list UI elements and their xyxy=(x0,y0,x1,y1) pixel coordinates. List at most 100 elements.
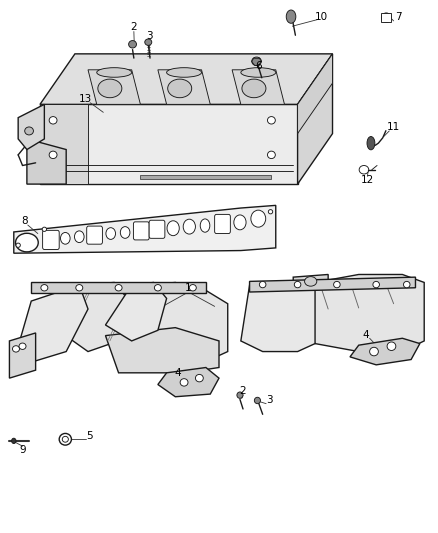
Ellipse shape xyxy=(359,165,369,174)
Polygon shape xyxy=(106,328,219,373)
Polygon shape xyxy=(158,368,219,397)
Text: 9: 9 xyxy=(19,445,26,455)
Ellipse shape xyxy=(183,219,195,234)
Ellipse shape xyxy=(59,433,71,445)
Ellipse shape xyxy=(62,437,68,442)
Polygon shape xyxy=(62,282,132,352)
Polygon shape xyxy=(40,54,332,104)
Polygon shape xyxy=(18,104,44,150)
Polygon shape xyxy=(132,282,228,360)
Ellipse shape xyxy=(367,136,375,150)
Ellipse shape xyxy=(251,210,266,227)
Polygon shape xyxy=(250,277,416,292)
Ellipse shape xyxy=(254,397,261,403)
Polygon shape xyxy=(14,205,276,253)
Text: 11: 11 xyxy=(387,122,400,132)
Text: 4: 4 xyxy=(175,368,181,378)
Ellipse shape xyxy=(115,285,122,291)
FancyBboxPatch shape xyxy=(134,222,149,240)
Ellipse shape xyxy=(145,39,152,45)
Ellipse shape xyxy=(268,117,276,124)
Polygon shape xyxy=(158,70,210,104)
Ellipse shape xyxy=(180,378,188,386)
Ellipse shape xyxy=(189,285,196,291)
Text: 6: 6 xyxy=(255,61,261,70)
Polygon shape xyxy=(293,274,328,288)
Polygon shape xyxy=(241,282,315,352)
Polygon shape xyxy=(297,54,332,134)
Polygon shape xyxy=(10,333,35,378)
Ellipse shape xyxy=(403,281,410,288)
Text: 3: 3 xyxy=(266,395,273,406)
Ellipse shape xyxy=(166,68,201,77)
Polygon shape xyxy=(88,70,141,104)
Text: 1: 1 xyxy=(185,283,192,293)
Ellipse shape xyxy=(25,127,33,135)
Ellipse shape xyxy=(41,285,48,291)
Polygon shape xyxy=(27,139,66,184)
Ellipse shape xyxy=(200,219,210,232)
Ellipse shape xyxy=(76,285,83,291)
Polygon shape xyxy=(141,175,272,179)
Polygon shape xyxy=(297,274,424,352)
Polygon shape xyxy=(106,282,166,341)
FancyBboxPatch shape xyxy=(42,230,59,249)
Ellipse shape xyxy=(15,233,38,252)
Ellipse shape xyxy=(129,41,137,48)
Ellipse shape xyxy=(98,79,122,98)
Ellipse shape xyxy=(237,392,243,398)
FancyBboxPatch shape xyxy=(87,226,102,244)
Ellipse shape xyxy=(60,232,70,244)
Ellipse shape xyxy=(97,68,132,77)
Ellipse shape xyxy=(74,231,84,243)
Ellipse shape xyxy=(195,374,203,382)
Polygon shape xyxy=(31,282,206,293)
Text: 7: 7 xyxy=(396,12,402,22)
Polygon shape xyxy=(350,338,420,365)
Ellipse shape xyxy=(106,228,116,239)
Ellipse shape xyxy=(241,68,276,77)
Text: 5: 5 xyxy=(86,431,93,441)
Polygon shape xyxy=(381,13,391,22)
Text: 2: 2 xyxy=(131,22,137,33)
Text: 3: 3 xyxy=(146,31,152,42)
Ellipse shape xyxy=(42,227,46,231)
Ellipse shape xyxy=(12,346,19,352)
Polygon shape xyxy=(40,104,297,184)
Polygon shape xyxy=(40,104,88,184)
Ellipse shape xyxy=(19,343,26,350)
FancyBboxPatch shape xyxy=(149,220,165,238)
Ellipse shape xyxy=(49,117,57,124)
Ellipse shape xyxy=(49,151,57,159)
Text: 10: 10 xyxy=(315,12,328,22)
Ellipse shape xyxy=(120,227,130,238)
Ellipse shape xyxy=(154,285,161,291)
Ellipse shape xyxy=(16,243,20,247)
Text: 4: 4 xyxy=(362,329,369,340)
Ellipse shape xyxy=(370,348,378,356)
Ellipse shape xyxy=(334,281,340,288)
Ellipse shape xyxy=(373,281,379,288)
Text: 12: 12 xyxy=(361,175,374,185)
Ellipse shape xyxy=(286,10,296,23)
Text: 13: 13 xyxy=(79,94,92,104)
Ellipse shape xyxy=(167,221,179,236)
Polygon shape xyxy=(297,54,332,184)
Polygon shape xyxy=(232,70,285,104)
Ellipse shape xyxy=(381,13,391,22)
Ellipse shape xyxy=(294,281,301,288)
Polygon shape xyxy=(18,285,88,362)
Text: 8: 8 xyxy=(21,216,28,227)
Ellipse shape xyxy=(259,281,266,288)
Ellipse shape xyxy=(252,57,261,66)
Ellipse shape xyxy=(242,79,266,98)
Ellipse shape xyxy=(268,151,276,159)
FancyBboxPatch shape xyxy=(215,214,230,233)
Ellipse shape xyxy=(387,342,396,351)
Ellipse shape xyxy=(168,79,192,98)
Ellipse shape xyxy=(304,277,317,286)
Ellipse shape xyxy=(268,209,273,214)
Ellipse shape xyxy=(12,438,16,443)
Text: 2: 2 xyxy=(240,386,246,397)
Ellipse shape xyxy=(234,215,246,230)
